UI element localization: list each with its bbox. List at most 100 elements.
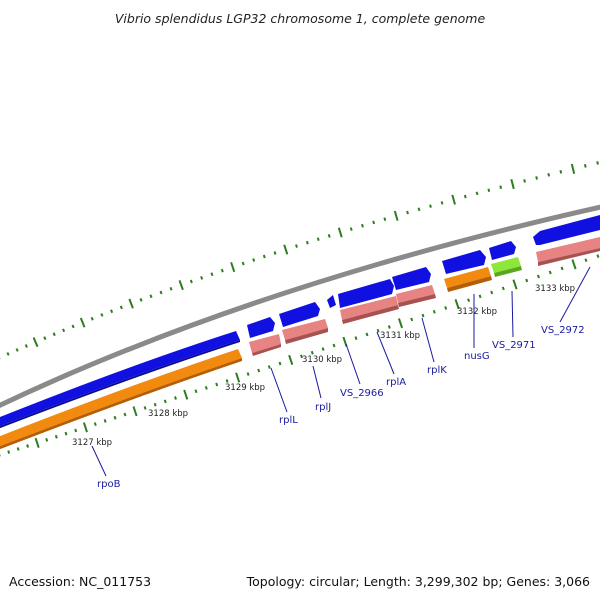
outer-ruler-tick	[220, 268, 224, 273]
outer-ruler-tick	[559, 170, 563, 174]
inner-ruler-tick	[132, 406, 138, 417]
inner-ruler-tick	[16, 447, 20, 451]
outer-ruler-tick	[252, 258, 256, 262]
gene-label-VS_2971[interactable]: VS_2971	[492, 340, 536, 351]
rna-2-shadow	[285, 328, 328, 344]
outer-ruler-tick	[149, 294, 153, 299]
outer-ruler-tick	[52, 332, 56, 337]
gene-label-rplA[interactable]: rplA	[386, 377, 406, 388]
outer-ruler-tick	[487, 188, 491, 193]
inner-ruler-tick	[183, 389, 189, 400]
outer-ruler-tick	[570, 163, 576, 174]
gene-label-VS_2966[interactable]: VS_2966	[340, 388, 384, 399]
outer-ruler-tick	[169, 286, 173, 291]
inner-ruler-tick	[387, 325, 391, 329]
inner-ruler-tick	[225, 379, 229, 383]
scale-label-3130: 3130 kbp	[302, 355, 342, 365]
outer-ruler-tick	[15, 348, 19, 352]
outer-ruler-tick	[383, 217, 387, 221]
inner-ruler-tick	[288, 354, 294, 366]
rna-3-shadow	[342, 305, 399, 324]
gene-label-rpoB[interactable]: rpoB	[97, 479, 121, 490]
inner-ruler-tick	[45, 437, 49, 442]
outer-ruler-tick	[283, 244, 289, 255]
inner-ruler-tick	[235, 372, 241, 383]
inner-ruler-tick	[204, 385, 208, 390]
inner-ruler-tick	[584, 258, 588, 263]
outer-ruler-tick	[316, 237, 320, 241]
inner-ruler-tick	[501, 286, 505, 291]
inner-ruler-tick	[74, 428, 78, 433]
inner-ruler-tick	[64, 431, 68, 436]
inner-ruler-tick	[548, 270, 552, 275]
inner-ruler-tick	[194, 389, 198, 394]
rna-4	[396, 285, 435, 303]
outer-ruler-tick	[79, 317, 86, 328]
outer-ruler-tick	[110, 309, 114, 314]
outer-ruler-tick	[262, 254, 266, 259]
outer-ruler-tick	[71, 324, 75, 329]
outer-ruler-tick	[43, 336, 47, 341]
inner-ruler-tick	[490, 290, 494, 295]
inner-ruler-tick	[354, 336, 358, 341]
inner-ruler-tick	[257, 368, 261, 373]
inner-ruler-tick	[478, 294, 482, 299]
inner-ruler	[0, 254, 600, 457]
inner-ruler-tick	[26, 444, 30, 448]
inner-ruler-tick	[376, 328, 380, 333]
outer-ruler-tick	[417, 207, 421, 212]
cds-forward-rpoB-shadow	[0, 340, 240, 429]
outer-ruler-tick	[32, 337, 39, 348]
inner-ruler-tick	[332, 343, 336, 348]
inner-ruler-tick	[54, 434, 58, 439]
outer-ruler-tick	[189, 279, 193, 284]
gene-label-rplL[interactable]: rplL	[279, 415, 298, 426]
scale-label-3129: 3129 kbp	[225, 383, 265, 393]
inner-ruler-tick	[421, 313, 425, 318]
topology-text: Topology: circular; Length: 3,299,302 bp…	[246, 574, 590, 589]
outer-ruler-tick	[200, 275, 204, 280]
rna-1-shadow	[252, 344, 281, 356]
inner-ruler-tick	[82, 422, 88, 433]
outer-ruler-tick	[475, 191, 479, 196]
outer-ruler-tick	[62, 328, 66, 333]
cds-forward-1	[247, 317, 275, 338]
cds-forward-7	[489, 241, 516, 260]
cds-forward-6	[442, 250, 486, 274]
inner-ruler-tick	[267, 365, 271, 369]
cds-forward-rpoB	[0, 331, 240, 427]
outer-ruler-tick	[178, 280, 184, 291]
gene-label-nusG[interactable]: nusG	[464, 351, 490, 362]
outer-ruler-tick	[499, 185, 503, 189]
inner-ruler-tick	[444, 306, 448, 310]
cds-reverse-rpoC-shadow	[0, 358, 242, 450]
outer-ruler-tick	[583, 164, 587, 168]
cds-forward-8	[533, 215, 600, 245]
rna-1	[249, 334, 281, 353]
inner-ruler-tick	[113, 415, 117, 420]
outer-ruler-tick	[139, 298, 143, 302]
inner-ruler-tick	[300, 354, 303, 359]
outer-ruler-tick	[159, 290, 163, 295]
outer-ruler-tick	[547, 173, 551, 177]
gene-label-rplJ[interactable]: rplJ	[315, 402, 331, 413]
inner-ruler-tick	[103, 419, 107, 423]
scale-label-3133: 3133 kbp	[535, 284, 575, 294]
inner-ruler-tick	[467, 298, 471, 303]
inner-ruler-tick	[560, 266, 564, 271]
outer-ruler-tick	[523, 179, 526, 183]
inner-ruler-tick	[525, 278, 529, 283]
inner-ruler-tick	[153, 402, 157, 407]
highlight-gene-shadow	[494, 266, 522, 277]
inner-ruler-tick	[432, 309, 436, 314]
scale-label-3127: 3127 kbp	[72, 438, 112, 448]
rna-5	[536, 237, 600, 262]
outer-ruler-tick	[6, 352, 10, 356]
gene-label-VS_2972[interactable]: VS_2972	[541, 325, 585, 336]
outer-ruler-tick	[451, 194, 456, 205]
inner-ruler-tick	[7, 450, 11, 454]
highlight-gene	[491, 257, 521, 273]
gene-label-rplK[interactable]: rplK	[427, 365, 447, 376]
outer-ruler-tick	[230, 261, 236, 273]
